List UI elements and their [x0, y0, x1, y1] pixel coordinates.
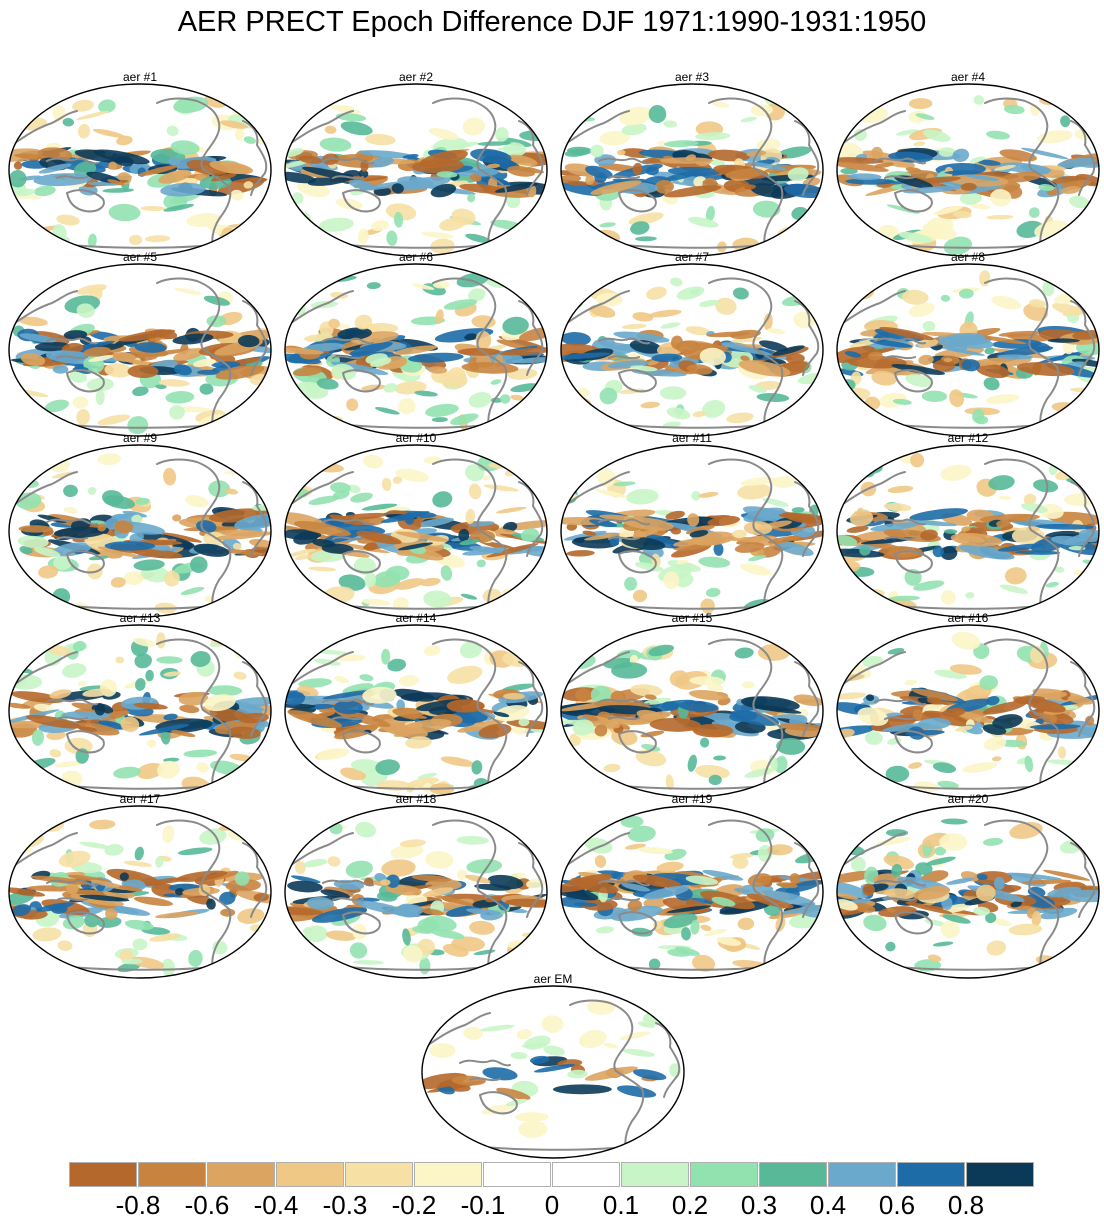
map-panel: aer #5 — [7, 250, 273, 438]
colorbar-swatch — [966, 1162, 1034, 1187]
robinson-map — [836, 83, 1100, 257]
panel-title: aer #10 — [395, 431, 437, 445]
panel-title: aer #19 — [671, 792, 713, 806]
robinson-map — [8, 263, 272, 437]
colorbar-tick-label: -0.3 — [322, 1190, 368, 1220]
robinson-map — [284, 263, 548, 437]
colorbar-swatch — [138, 1162, 206, 1187]
colorbar-swatch — [828, 1162, 896, 1187]
map-panel: aer #15 — [559, 611, 825, 799]
robinson-map — [836, 263, 1100, 437]
map-panel: aer #18 — [283, 792, 549, 980]
colorbar-tick-label: 0.8 — [947, 1190, 985, 1220]
colorbar-tick-label: 0.1 — [602, 1190, 640, 1220]
colorbar — [69, 1162, 1035, 1192]
colorbar-swatch — [345, 1162, 413, 1187]
robinson-map — [8, 805, 272, 979]
colorbar-tick-label: -0.1 — [460, 1190, 506, 1220]
robinson-map — [560, 83, 824, 257]
map-panel: aer #3 — [559, 70, 825, 258]
colorbar-tick-label: 0.2 — [671, 1190, 709, 1220]
map-panel: aer #7 — [559, 250, 825, 438]
panel-title: aer #8 — [950, 250, 986, 264]
panel-title: aer #18 — [395, 792, 437, 806]
panel-title: aer #11 — [672, 431, 712, 445]
map-panel: aer #13 — [7, 611, 273, 799]
colorbar-tick-label: 0.6 — [878, 1190, 916, 1220]
colorbar-swatch — [276, 1162, 344, 1187]
colorbar-swatch — [759, 1162, 827, 1187]
robinson-map — [421, 985, 685, 1159]
robinson-map — [284, 805, 548, 979]
panel-title: aer #9 — [122, 431, 158, 445]
colorbar-tick-label: -0.8 — [115, 1190, 161, 1220]
colorbar-swatch — [414, 1162, 482, 1187]
panel-title: aer #6 — [398, 250, 434, 264]
robinson-map — [284, 624, 548, 798]
colorbar-swatch — [69, 1162, 137, 1187]
panel-title: aer #5 — [122, 250, 158, 264]
map-panel: aer #4 — [835, 70, 1101, 258]
map-panel: aer #11 — [559, 431, 825, 619]
map-panel: aer #9 — [7, 431, 273, 619]
map-panel: aer #17 — [7, 792, 273, 980]
robinson-map — [8, 624, 272, 798]
robinson-map — [560, 444, 824, 618]
robinson-map — [8, 83, 272, 257]
panel-title: aer EM — [533, 972, 573, 986]
panel-title: aer #4 — [950, 70, 986, 84]
panel-title: aer #13 — [119, 611, 161, 625]
colorbar-tick-label: -0.6 — [184, 1190, 230, 1220]
colorbar-swatch — [690, 1162, 758, 1187]
colorbar-swatch — [207, 1162, 275, 1187]
robinson-map — [560, 263, 824, 437]
robinson-map — [560, 624, 824, 798]
panel-title: aer #14 — [395, 611, 437, 625]
colorbar-tick-label: -0.2 — [391, 1190, 437, 1220]
figure-title: AER PRECT Epoch Difference DJF 1971:1990… — [177, 6, 927, 38]
panel-title: aer #20 — [947, 792, 989, 806]
robinson-map — [836, 444, 1100, 618]
robinson-map — [284, 444, 548, 618]
robinson-map — [836, 624, 1100, 798]
map-panel: aer #19 — [559, 792, 825, 980]
map-panel: aer #12 — [835, 431, 1101, 619]
colorbar-tick-label: 0.4 — [809, 1190, 847, 1220]
panel-title: aer #3 — [674, 70, 710, 84]
colorbar-tick-label: 0 — [544, 1190, 560, 1220]
panel-title: aer #15 — [671, 611, 713, 625]
panel-title: aer #12 — [947, 431, 989, 445]
colorbar-tick-label: 0.3 — [740, 1190, 778, 1220]
robinson-map — [560, 805, 824, 979]
panel-title: aer #2 — [398, 70, 434, 84]
map-panel: aer #8 — [835, 250, 1101, 438]
colorbar-swatch — [483, 1162, 551, 1187]
panel-title: aer #16 — [947, 611, 989, 625]
colorbar-swatch — [552, 1162, 620, 1187]
map-panel: aer #10 — [283, 431, 549, 619]
map-panel: aer #16 — [835, 611, 1101, 799]
robinson-map — [8, 444, 272, 618]
colorbar-swatch — [897, 1162, 965, 1187]
robinson-map — [836, 805, 1100, 979]
map-panel: aer #14 — [283, 611, 549, 799]
panel-title: aer #17 — [119, 792, 161, 806]
robinson-map — [284, 83, 548, 257]
map-panel: aer EM — [420, 972, 686, 1160]
map-panel: aer #6 — [283, 250, 549, 438]
panel-title: aer #1 — [122, 70, 158, 84]
map-panel: aer #20 — [835, 792, 1101, 980]
map-panel: aer #1 — [7, 70, 273, 258]
map-panel: aer #2 — [283, 70, 549, 258]
colorbar-tick-label: -0.4 — [253, 1190, 299, 1220]
colorbar-swatch — [621, 1162, 689, 1187]
panel-title: aer #7 — [674, 250, 710, 264]
